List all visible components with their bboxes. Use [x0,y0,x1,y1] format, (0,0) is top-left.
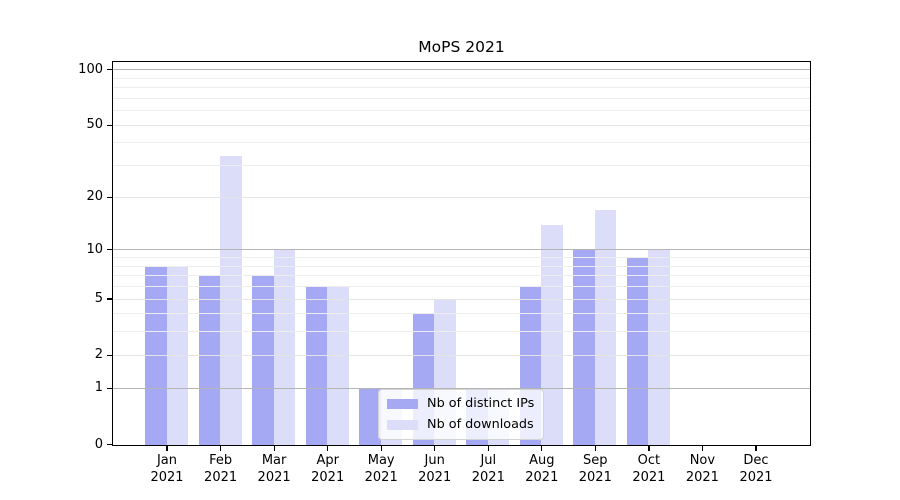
y-tick-mark [107,69,112,71]
x-tick-mark-nov [701,446,704,451]
x-tick-label-sep: Sep 2021 [578,453,612,485]
y-tick-label-1: 1 [94,380,103,396]
y-tick-label-50: 50 [86,117,103,133]
bar-ips-may [359,388,381,445]
y-tick-mark [107,354,112,356]
minor-gridline-4 [113,313,810,315]
y-tick-mark [107,387,112,389]
bar-downloads-jan [166,266,189,445]
minor-gridline-60 [113,110,810,112]
bar-downloads-aug [541,225,563,445]
y-tick-label-5: 5 [94,291,103,306]
x-tick-label-oct: Oct 2021 [632,453,666,485]
bar-ips-apr [305,287,328,445]
x-tick-mark-apr [327,446,329,451]
minor-gridline-70 [113,97,810,99]
x-tick-label-mar: Mar 2021 [257,453,291,485]
major-gridline-10 [113,249,810,251]
bar-ips-feb [198,276,221,445]
gridline-20 [113,196,810,198]
minor-gridline-80 [113,87,810,89]
x-tick-label-jan: Jan 2021 [150,453,184,485]
bar-ips-oct [626,258,649,445]
x-tick-label-dec: Dec 2021 [739,453,773,485]
y-tick-label-100: 100 [78,61,103,77]
x-tick-mark-jan [166,446,168,451]
x-tick-label-aug: Aug 2021 [525,453,559,485]
x-tick-mark-jul [487,446,489,451]
grid-layer [113,62,810,445]
minor-gridline-7 [113,275,810,277]
y-tick-mark [107,443,112,446]
y-tick-label-0: 0 [94,436,103,452]
minor-gridline-90 [113,77,810,79]
x-tick-mark-may [380,446,382,451]
gridline-2 [113,354,810,356]
legend-label: Nb of downloads [427,417,534,432]
bar-downloads-feb [220,156,242,445]
chart-title: MoPS 2021 [418,38,505,56]
x-tick-mark-oct [648,446,650,451]
gridline-50 [113,124,810,126]
bar-ips-jan [145,266,167,445]
bar-ips-mar [252,276,274,445]
x-tick-mark-mar [273,446,275,451]
bar-downloads-apr [327,287,349,445]
major-gridline-100 [113,69,810,71]
legend-row: Nb of distinct IPs [387,396,534,411]
major-gridline-1 [113,387,810,389]
minor-gridline-40 [113,142,810,144]
x-tick-label-may: May 2021 [364,453,398,485]
y-tick-label-20: 20 [86,189,103,205]
x-tick-label-jul: Jul 2021 [471,453,505,485]
x-tick-mark-aug [541,446,543,451]
x-tick-mark-feb [220,446,222,451]
y-tick-mark [107,124,112,126]
gridline-5 [113,298,810,300]
y-tick-mark [107,298,112,300]
x-tick-label-jun: Jun 2021 [418,453,452,485]
x-tick-label-nov: Nov 2021 [685,453,719,485]
x-tick-label-apr: Apr 2021 [311,453,345,485]
legend: Nb of distinct IPs Nb of downloads [378,389,545,440]
legend-row: Nb of downloads [387,417,534,432]
minor-gridline-9 [113,257,810,258]
y-tick-mark [107,249,112,251]
minor-gridline-6 [113,286,810,287]
plot-area: Nb of distinct IPs Nb of downloads [112,61,811,446]
legend-label: Nb of distinct IPs [427,396,535,411]
bar-downloads-sep [594,210,617,445]
x-tick-mark-sep [594,446,596,451]
y-tick-label-2: 2 [94,347,103,363]
x-tick-label-feb: Feb 2021 [204,453,238,485]
minor-gridline-8 [113,265,810,267]
legend-swatch-downloads [387,419,418,430]
legend-swatch-ips [387,398,418,409]
y-tick-label-10: 10 [86,241,103,257]
y-tick-mark [107,196,112,198]
minor-gridline-30 [113,165,810,167]
x-tick-mark-dec [755,446,757,451]
minor-gridline-3 [113,331,810,333]
x-tick-mark-jun [434,446,436,451]
